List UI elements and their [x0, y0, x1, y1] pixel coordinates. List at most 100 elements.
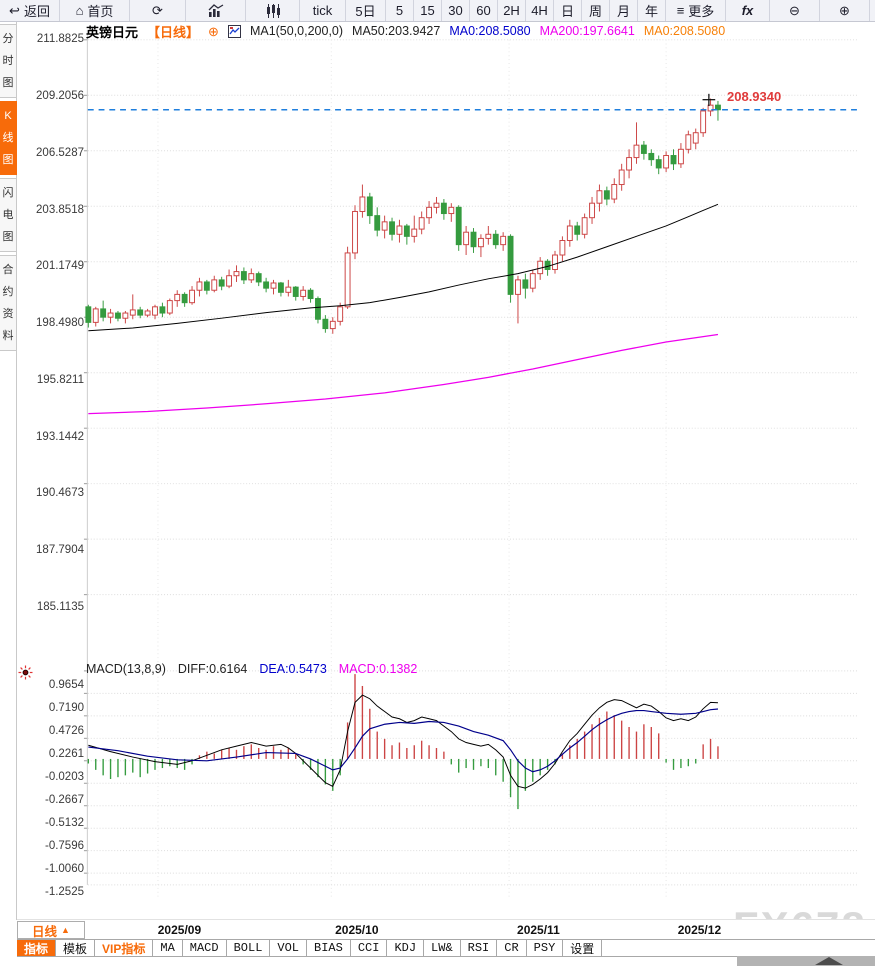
period-week-button[interactable]: 周 — [582, 0, 610, 21]
zoom-out-icon: ⊖ — [789, 3, 800, 18]
indicator-tab-vip[interactable]: VIP指标 — [95, 940, 154, 956]
indicator-tab-vol[interactable]: VOL — [270, 940, 308, 956]
period-30-button[interactable]: 30 — [442, 0, 470, 21]
indicator-settings-icon[interactable] — [18, 665, 33, 680]
tick-button[interactable]: tick — [300, 0, 346, 21]
indicator-tab-psy[interactable]: PSY — [527, 940, 564, 956]
collapse-bar[interactable] — [737, 956, 875, 966]
period-day-label: 日 — [560, 4, 574, 19]
triangle-up-icon: ▲ — [61, 925, 70, 935]
refresh-button[interactable]: ⟳ — [130, 0, 186, 21]
period-box-label: 日线 — [32, 924, 58, 939]
time-axis-row: 日线 ▲ 2025/09 2025/10 2025/11 2025/12 — [17, 919, 875, 940]
price-tick-label: 203.8518 — [36, 203, 84, 216]
indicator-tab-lw[interactable]: LW& — [424, 940, 461, 956]
ma200-line — [88, 333, 719, 415]
sidebar-tab-char: K — [4, 110, 12, 122]
price-tick-label: 211.8825 — [36, 33, 84, 46]
macd-tick-label: 0.9654 — [48, 679, 84, 691]
price-gridlines — [83, 39, 857, 596]
more-label: 更多 — [688, 4, 715, 19]
macd-tick-label: 0.4726 — [48, 725, 84, 737]
diff-line — [88, 694, 718, 789]
chart-plot[interactable] — [17, 22, 875, 966]
sidebar-tab-char: 图 — [2, 154, 14, 166]
macd-gridlines — [83, 670, 857, 886]
sidebar-tab-char: 线 — [2, 132, 14, 144]
bar-chart-icon — [208, 3, 223, 17]
indicator-tab-boll[interactable]: BOLL — [227, 940, 271, 956]
period-5-button[interactable]: 5 — [386, 0, 414, 21]
indicator-tab-ma[interactable]: MA — [153, 940, 183, 956]
fx-button[interactable]: fx — [726, 0, 770, 21]
indicator-tab-[interactable]: 模板 — [56, 940, 96, 956]
period-year-button[interactable]: 年 — [638, 0, 666, 21]
zoom-out-button[interactable]: ⊖ — [770, 0, 820, 21]
price-tick-label: 190.4673 — [36, 487, 84, 500]
ma-settings-icon[interactable] — [227, 24, 241, 38]
month-gridlines — [157, 39, 667, 898]
period-15-button[interactable]: 15 — [414, 0, 442, 21]
chart-header: 英镑日元 【日线】 ⊕ MA1(50,0,200,0) MA50:203.942… — [86, 23, 725, 40]
sidebar-tab-char: 闪 — [2, 187, 14, 199]
indicator-tab-bias[interactable]: BIAS — [307, 940, 351, 956]
period-week-label: 周 — [588, 4, 602, 19]
ma0-value-blue: MA0:208.5080 — [449, 24, 531, 38]
add-indicator-icon[interactable]: ⊕ — [208, 23, 219, 39]
menu-icon: ≡ — [676, 3, 685, 18]
price-tick-label: 193.1442 — [36, 430, 84, 443]
sidebar-tab-item[interactable]: 闪电图 — [0, 178, 17, 252]
price-tick-label: 187.7904 — [36, 544, 84, 557]
period-60-label: 60 — [476, 3, 491, 18]
candles — [85, 98, 721, 334]
ma200-value: MA200:197.6641 — [539, 24, 635, 38]
sidebar-tab-item[interactable]: 分时图 — [0, 24, 17, 98]
back-arrow-icon: ↩ — [9, 3, 20, 18]
indicator-tab-cr[interactable]: CR — [497, 940, 527, 956]
period-2h-label: 2H — [503, 3, 520, 18]
price-tick-label: 209.2056 — [36, 90, 84, 102]
sidebar-tab-char: 分 — [2, 33, 14, 45]
price-tick-label: 198.4980 — [36, 317, 84, 330]
more-button[interactable]: ≡ 更多 — [666, 0, 726, 21]
period-day-button[interactable]: 日 — [554, 0, 582, 21]
period-tag: 【日线】 — [147, 24, 200, 40]
period-30-label: 30 — [448, 3, 463, 18]
home-label: 首页 — [87, 4, 114, 19]
back-button[interactable]: ↩ 返回 — [0, 0, 60, 21]
price-tick-label: 201.1749 — [36, 260, 84, 273]
sidebar-tab-item[interactable]: 合约资料 — [0, 255, 17, 351]
indicator-tab-rsi[interactable]: RSI — [461, 940, 498, 956]
period-2h-button[interactable]: 2H — [498, 0, 526, 21]
macd-title: MACD(13,8,9) — [86, 661, 166, 676]
period-5d-button[interactable]: 5日 — [346, 0, 386, 21]
date-label: 2025/10 — [335, 923, 379, 937]
ma50-line — [88, 203, 719, 332]
macd-tick-label: -0.2667 — [44, 793, 84, 806]
indicator-tab-cci[interactable]: CCI — [351, 940, 388, 956]
tick-label: tick — [312, 3, 333, 18]
indicator-tab-[interactable]: 指标 — [17, 940, 57, 956]
indicator-tab-bar: 指标 模板 VIP指标 MA MACD BOLL VOL BIAS CCI KDJ LW& RSI CR… — [17, 939, 875, 957]
symbol-name: 英镑日元 — [86, 24, 139, 40]
indicator-tab-macd[interactable]: MACD — [183, 940, 227, 956]
zoom-in-button[interactable]: ⊕ — [820, 0, 870, 21]
top-toolbar: ↩ 返回 ⌂ 首页 ⟳ tick 5日 5 15 30 60 2H 4H 日周月年 ≡ 更多 fx ⊖ ⊕ — [0, 0, 875, 22]
period-5-label: 5 — [395, 3, 404, 18]
macd-tick-label: -0.7596 — [44, 839, 84, 852]
home-button[interactable]: ⌂ 首页 — [60, 0, 130, 21]
line-chart-button[interactable] — [186, 0, 246, 21]
sidebar-tab-char: 资 — [2, 308, 14, 320]
period-month-button[interactable]: 月 — [610, 0, 638, 21]
period-60-button[interactable]: 60 — [470, 0, 498, 21]
sidebar-tab-char: 电 — [2, 209, 14, 221]
period-15-label: 15 — [420, 3, 435, 18]
indicator-tab-kdj[interactable]: KDJ — [387, 940, 425, 956]
indicator-tab-[interactable]: 设置 — [563, 940, 603, 956]
candle-chart-button[interactable] — [246, 0, 300, 21]
period-selector-box[interactable]: 日线 ▲ — [17, 921, 85, 939]
macd-value: MACD:0.1382 — [338, 661, 418, 676]
period-4h-button[interactable]: 4H — [526, 0, 554, 21]
